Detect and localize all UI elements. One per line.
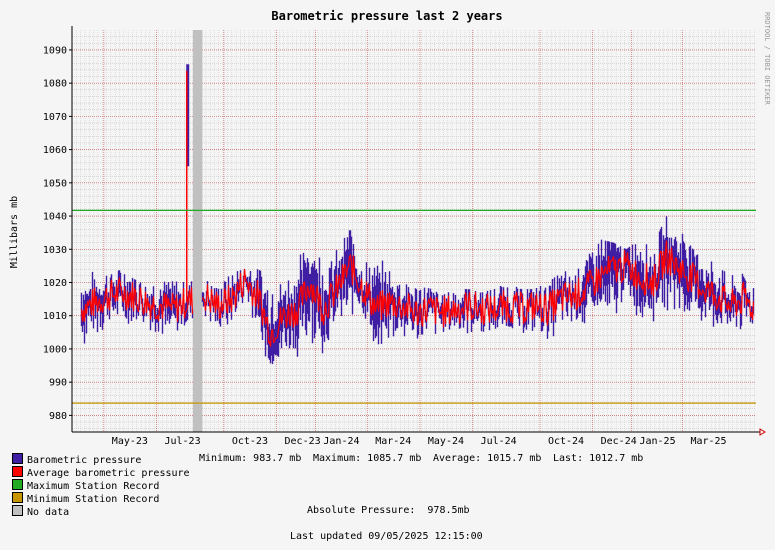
- no-data-region: [192, 30, 203, 432]
- x-axis-arrow: [759, 428, 766, 436]
- y-tick-label: 1020: [43, 278, 67, 289]
- chart-title: Barometric pressure last 2 years: [271, 9, 502, 23]
- y-tick-label: 1080: [43, 79, 67, 90]
- legend-swatch: [12, 453, 23, 464]
- y-tick-label: 1030: [43, 245, 67, 256]
- legend-swatch: [12, 466, 23, 477]
- x-tick-labels: May-23 Jul-23 Oct-23 Dec-23 Jan-24 Mar-24 May-…: [112, 436, 727, 447]
- x-tick-label: Mar-25: [690, 436, 726, 447]
- y-tick-label: 1050: [43, 178, 67, 189]
- stat-average: Average: 1015.7 mb: [433, 453, 542, 464]
- x-tick-label: Dec-24: [601, 436, 637, 447]
- legend-item: Barometric pressure: [12, 453, 142, 466]
- legend-label: No data: [27, 507, 70, 518]
- station-records: [72, 209, 756, 404]
- stat-maximum: Maximum: 1085.7 mb: [313, 453, 422, 464]
- y-tick-label: 1010: [43, 311, 67, 322]
- y-tick-label: 1070: [43, 112, 67, 123]
- legend-label: Barometric pressure: [27, 455, 142, 466]
- y-tick-label: 1090: [43, 45, 67, 56]
- x-tick-label: Jul-23: [164, 436, 200, 447]
- watermark: RRDTOOL / TOBI OETIKER: [763, 12, 771, 106]
- x-tick-label: Oct-23: [232, 436, 268, 447]
- x-tick-label: Oct-24: [548, 436, 584, 447]
- grid: [71, 30, 756, 432]
- last-updated: Last updated 09/05/2025 12:15:00: [290, 531, 483, 542]
- x-tick-label: Jan-24: [323, 436, 359, 447]
- y-tick-label: 980: [49, 411, 67, 422]
- legend-swatch: [12, 492, 23, 503]
- x-tick-label: May-23: [112, 436, 148, 447]
- legend-label: Minimum Station Record: [27, 494, 160, 505]
- no-data-band: [192, 30, 203, 432]
- x-tick-label: Jul-24: [481, 436, 517, 447]
- stat-last: Last: 1012.7 mb: [553, 453, 644, 464]
- legend-item: Average barometric pressure: [12, 466, 190, 479]
- legend-item: No data: [12, 505, 70, 518]
- average-line: [80, 240, 755, 347]
- y-axis-label: Millibars mb: [9, 196, 20, 268]
- legend-item: Minimum Station Record: [12, 492, 160, 505]
- stat-minimum: Minimum: 983.7 mb: [199, 453, 302, 464]
- x-tick-label: Dec-23: [285, 436, 321, 447]
- absolute-pressure: Absolute Pressure: 978.5mb: [307, 505, 470, 516]
- legend-swatch: [12, 479, 23, 490]
- y-tick-label: 1000: [43, 344, 67, 355]
- x-tick-label: Mar-24: [375, 436, 411, 447]
- x-tick-label: Jan-25: [639, 436, 675, 447]
- legend-label: Average barometric pressure: [27, 468, 190, 479]
- x-tick-label: May-24: [428, 436, 464, 447]
- y-tick-label: 990: [49, 378, 67, 389]
- y-tick-label: 1040: [43, 212, 67, 223]
- legend-label: Maximum Station Record: [27, 481, 160, 492]
- legend-item: Maximum Station Record: [12, 479, 160, 492]
- legend-swatch: [12, 505, 23, 516]
- y-tick-label: 1060: [43, 145, 67, 156]
- axes: [71, 26, 766, 436]
- average-series: [80, 70, 755, 347]
- y-tick-labels: 980 990 1000 1010 1020 1030 1040 1050 1060 1070 10…: [43, 45, 72, 422]
